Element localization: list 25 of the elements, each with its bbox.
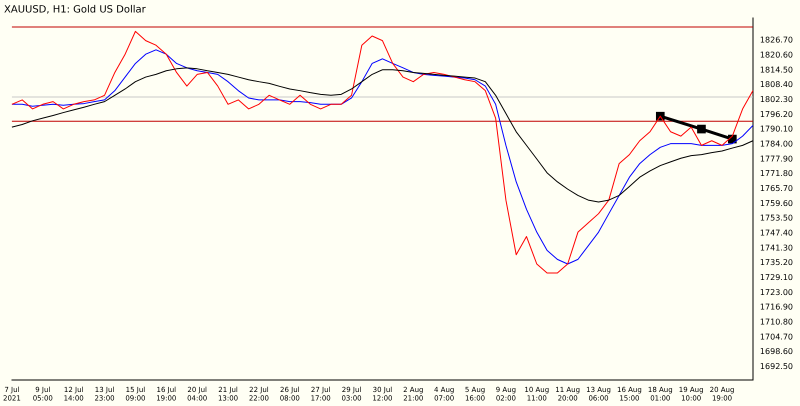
y-tick-label: 1698.60 bbox=[760, 347, 794, 356]
y-tick-label: 1820.60 bbox=[760, 50, 794, 60]
y-tick-label: 1692.50 bbox=[760, 362, 794, 371]
y-tick-label: 1790.10 bbox=[760, 124, 794, 134]
y-tick-label: 1747.40 bbox=[760, 228, 794, 238]
y-tick-label: 1765.70 bbox=[760, 184, 794, 193]
y-tick-label: 1723.00 bbox=[760, 288, 794, 297]
y-tick-label: 1735.20 bbox=[760, 258, 794, 268]
y-tick-label: 1710.80 bbox=[760, 317, 794, 326]
y-tick-label: 1802.30 bbox=[760, 95, 794, 104]
y-tick-label: 1753.50 bbox=[760, 214, 794, 223]
y-tick-label: 1784.00 bbox=[760, 139, 794, 148]
point bbox=[697, 124, 706, 134]
y-tick-label: 1741.30 bbox=[760, 243, 794, 252]
y-tick-label: 1814.50 bbox=[760, 65, 794, 74]
y-tick-label: 1729.10 bbox=[760, 272, 794, 282]
y-tick-label: 1808.40 bbox=[760, 80, 794, 90]
y-tick-label: 1759.60 bbox=[760, 198, 794, 208]
y-tick-label: 1716.90 bbox=[760, 302, 794, 312]
y-tick-label: 1826.70 bbox=[760, 36, 794, 45]
chart-title: XAUUSD, H1: Gold US Dollar bbox=[4, 4, 147, 16]
y-tick-label: 1704.70 bbox=[760, 332, 794, 342]
y-tick-label: 1796.20 bbox=[760, 110, 794, 119]
y-tick-label: 1771.80 bbox=[760, 169, 794, 178]
y-tick-label: 1777.90 bbox=[760, 154, 794, 164]
